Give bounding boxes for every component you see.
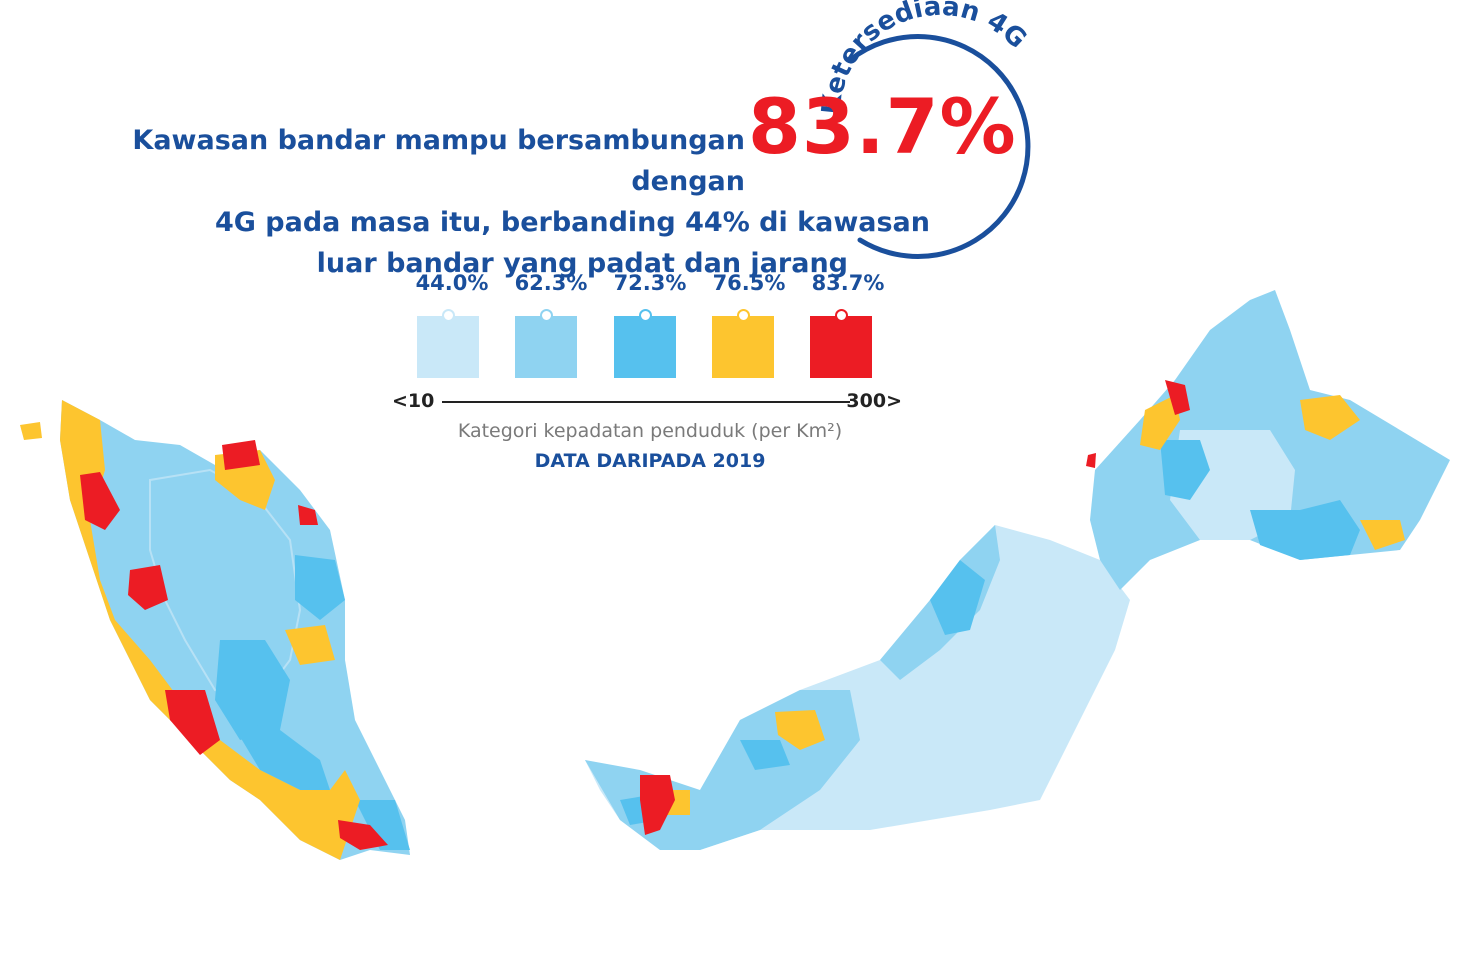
- legend-swatch: [417, 309, 479, 378]
- headline-line-1: Kawasan bandar mampu bersambungan dengan: [132, 125, 745, 197]
- headline: Kawasan bandar mampu bersambungan dengan…: [40, 120, 940, 284]
- headline-line-2: 4G pada masa itu, berbanding 44% di kawa…: [214, 207, 930, 238]
- legend-swatch: [614, 309, 676, 378]
- legend-item: 72.3%: [600, 268, 700, 298]
- legend-value: 83.7%: [811, 271, 885, 295]
- legend-value: 72.3%: [613, 271, 687, 295]
- scale-caption: Kategori kepadatan penduduk (per Km²): [457, 420, 843, 442]
- legend-item: 44.0%: [402, 268, 502, 298]
- availability-ring: Ketersediaan 4G: [820, 0, 1032, 260]
- legend-item: 62.3%: [501, 268, 601, 298]
- headline-line-3: luar bandar yang padat dan jarang: [316, 248, 848, 279]
- scale-low-label: <10: [392, 390, 435, 412]
- highlight-value: 83.7%: [748, 82, 1017, 171]
- sabah: [1086, 290, 1450, 590]
- peninsular-malaysia: [20, 400, 410, 860]
- legend-item: 76.5%: [699, 268, 799, 298]
- scale-bar: [442, 401, 850, 403]
- legend-value: 76.5%: [712, 271, 786, 295]
- legend-value: 62.3%: [514, 271, 588, 295]
- legend-item: 83.7%: [798, 268, 898, 298]
- sarawak: [585, 525, 1130, 850]
- legend-swatch: [810, 309, 872, 378]
- legend-swatch: [712, 309, 774, 378]
- legend-value: 44.0%: [415, 271, 489, 295]
- density-scale: <10 300>: [392, 390, 902, 414]
- data-source: DATA DARIPADA 2019: [534, 450, 766, 472]
- legend-swatch: [515, 309, 577, 378]
- scale-high-label: 300>: [846, 390, 902, 412]
